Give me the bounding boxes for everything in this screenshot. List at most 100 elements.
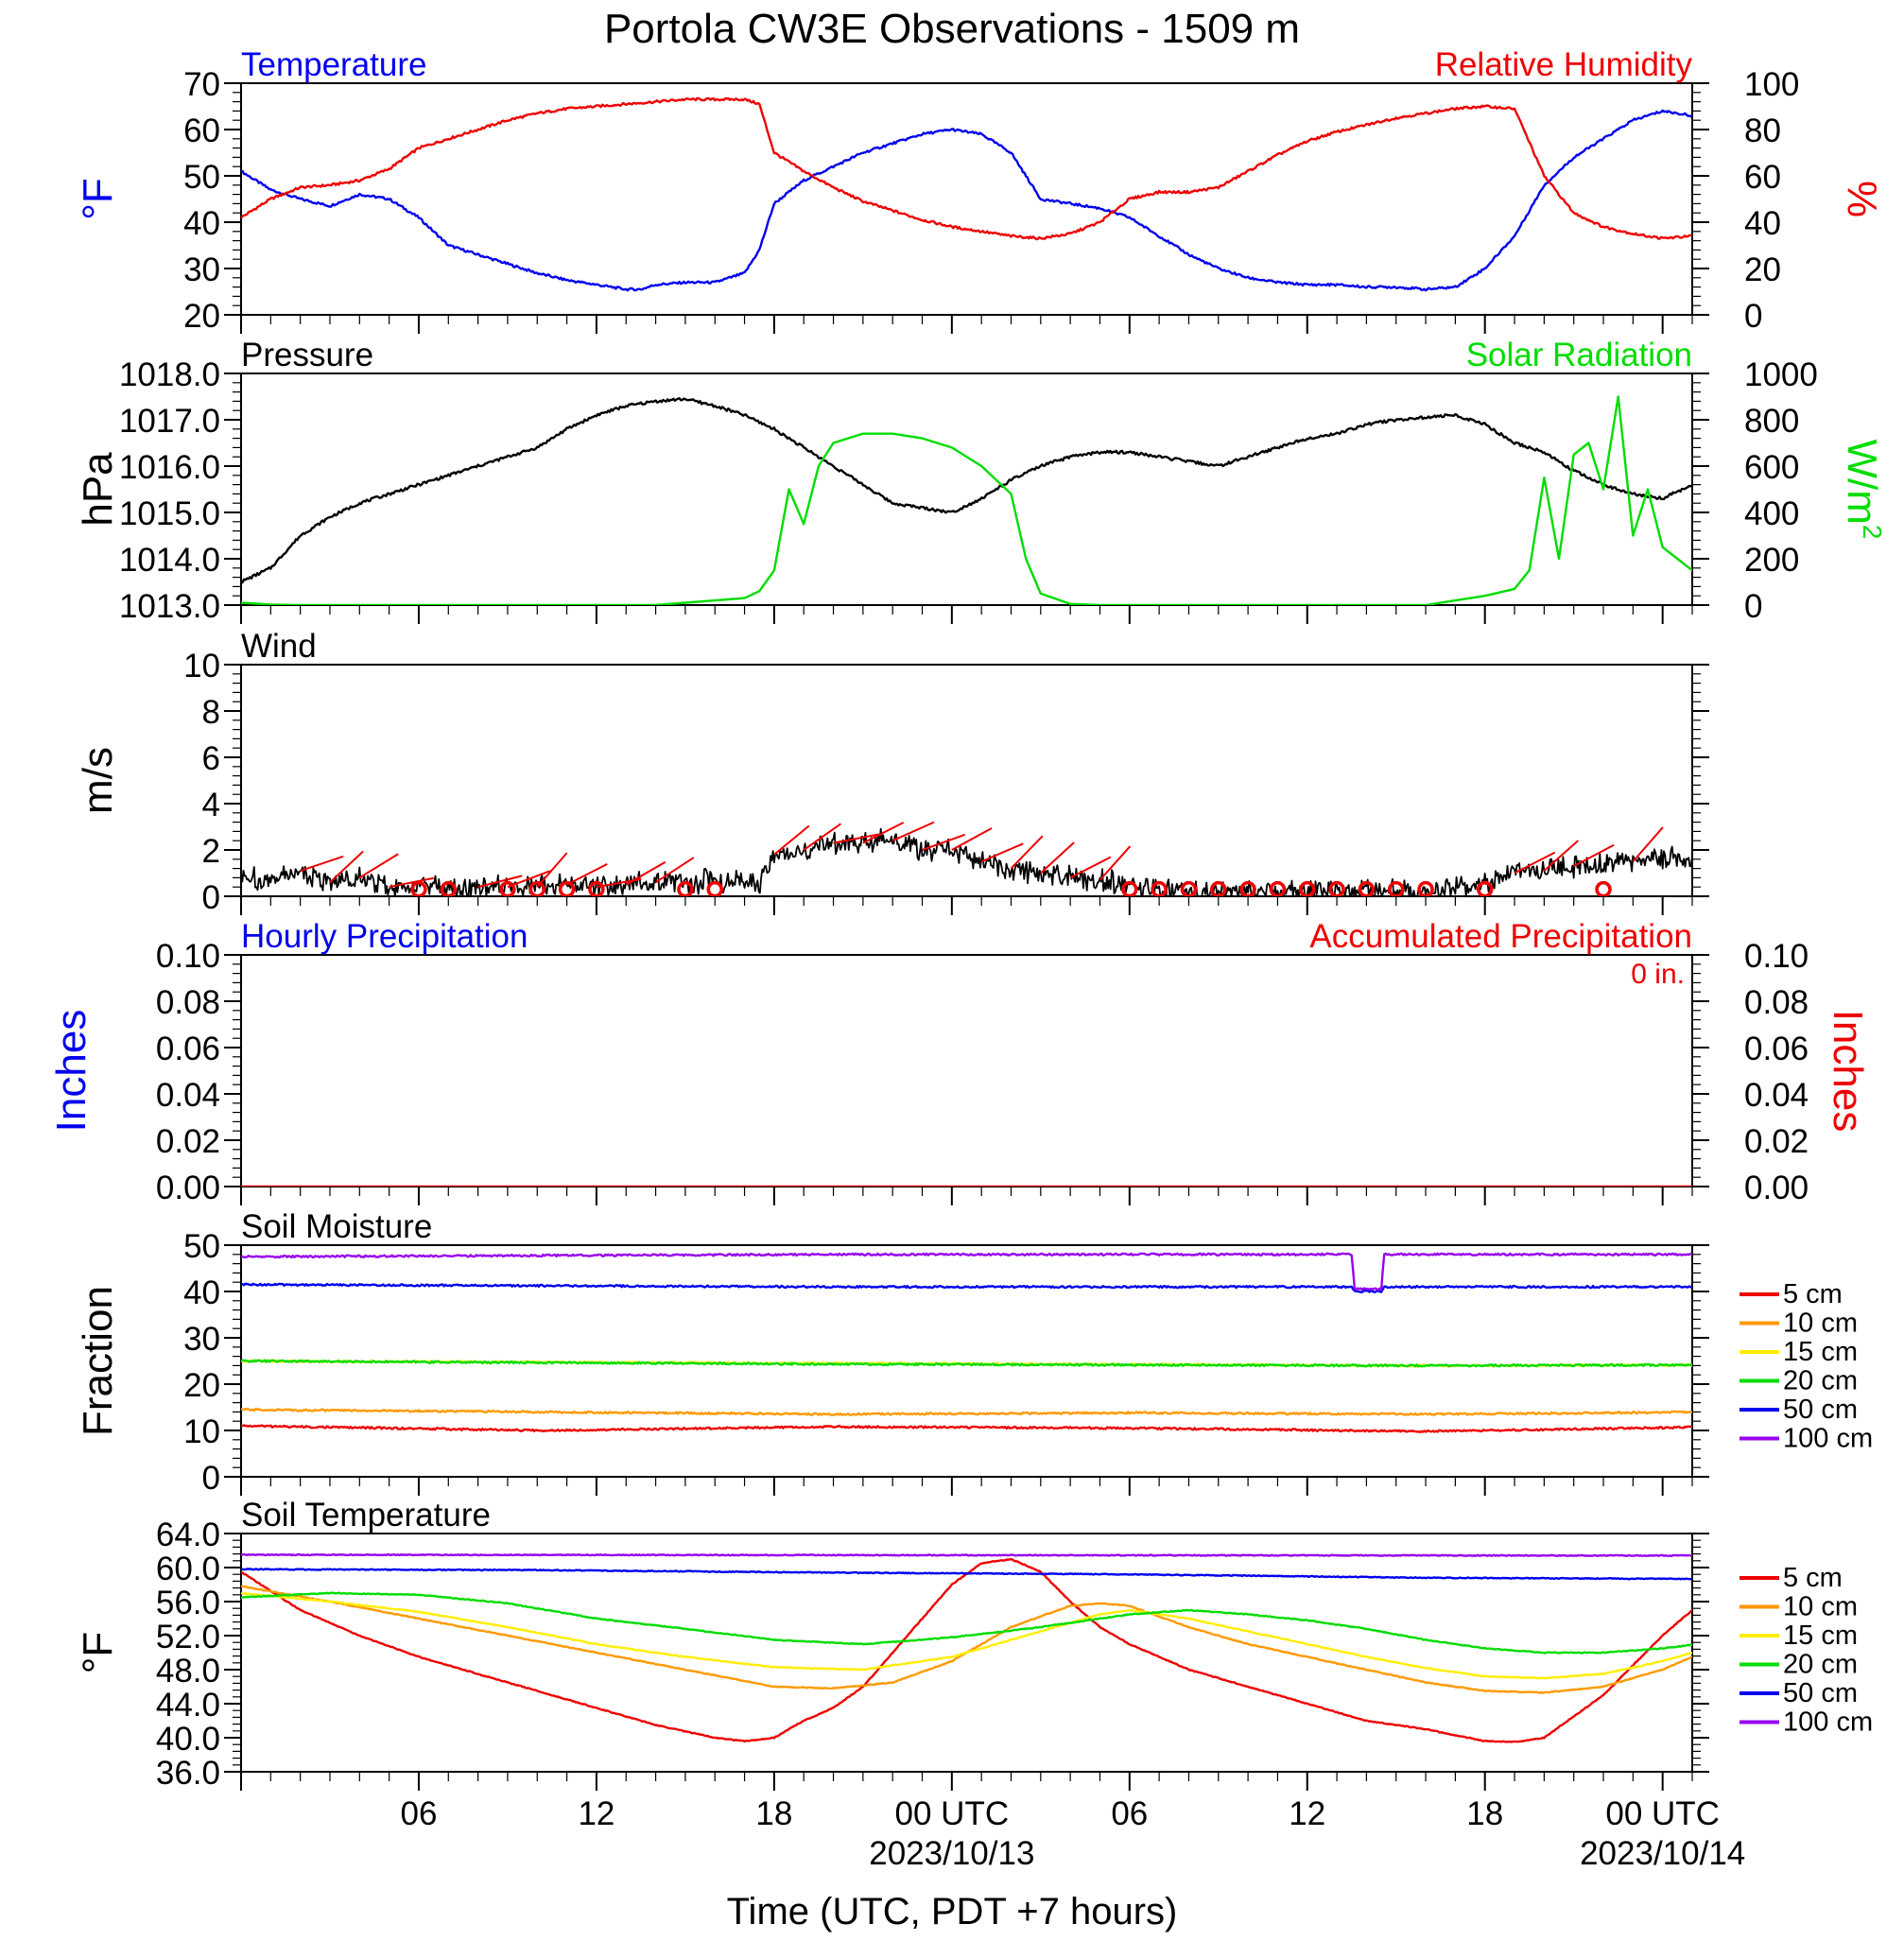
y-tick-label-right: 80: [1744, 113, 1781, 149]
y-axis-label-left: Inches: [48, 1010, 95, 1133]
y-tick-label-left: 50: [183, 159, 220, 196]
wind-barb: [300, 855, 344, 872]
legend-label: 10 cm: [1783, 1592, 1858, 1622]
y-axis-label-left: °F: [75, 178, 121, 219]
y-tick-label-right: 0.00: [1744, 1170, 1809, 1206]
panel-precipitation: 0.00 0.02 0.04 0.06 0.08 0.10 0.00 0.02 0.04 0.06…: [48, 918, 1871, 1206]
y-tick-label-right: 0.04: [1744, 1077, 1809, 1114]
y-tick-label-left: 40: [183, 1274, 220, 1311]
y-tick-label-left: 40: [183, 205, 220, 242]
wind-barb: [389, 876, 434, 889]
y-tick-label-right: 0: [1744, 298, 1762, 335]
legend-label: 50 cm: [1783, 1395, 1858, 1425]
y-tick-label-left: 40.0: [156, 1721, 220, 1758]
wind-barb: [862, 822, 905, 844]
series-line-depth_5: [241, 1424, 1692, 1433]
y-tick-label-right: 20: [1744, 251, 1781, 288]
y-tick-label-left: 52.0: [156, 1619, 220, 1655]
y-tick-label-left: 0.06: [156, 1031, 220, 1067]
calm-wind-marker: [1358, 880, 1376, 896]
legend-label: 15 cm: [1783, 1620, 1858, 1651]
calm-wind-marker: [1210, 880, 1227, 896]
calm-wind-marker: [1269, 880, 1287, 896]
calm-wind-marker: [1595, 880, 1612, 896]
x-tick-date-label: 2023/10/14: [1580, 1835, 1745, 1872]
y-tick-label-right: 200: [1744, 542, 1799, 579]
wind-barb: [891, 821, 935, 842]
y-tick-label-left: 60.0: [156, 1551, 220, 1587]
legend-label: 20 cm: [1783, 1366, 1858, 1396]
panel-soil_temperature: 36.040.044.048.052.056.060.064.0 Soil Tem…: [75, 1497, 1873, 1792]
calm-wind-marker: [1239, 880, 1256, 896]
series-line-depth_100: [241, 1252, 1692, 1291]
panel-title-right: Accumulated Precipitation: [1309, 918, 1692, 955]
plot-area: [241, 1552, 1692, 1743]
series-line-solar: [241, 395, 1692, 605]
calm-wind-marker: [1417, 880, 1434, 896]
y-tick-label-right: 800: [1744, 403, 1799, 440]
chart-title: Portola CW3E Observations - 1509 m: [604, 6, 1300, 52]
y-axis-label-right: %: [1839, 181, 1885, 217]
calm-wind-marker: [1180, 880, 1198, 896]
y-axis-label-right: Inches: [1825, 1010, 1871, 1133]
x-tick-label: 18: [1466, 1795, 1503, 1832]
x-axis-label: Time (UTC, PDT +7 hours): [727, 1891, 1178, 1932]
x-tick-label: 12: [578, 1795, 614, 1832]
wind-barb: [773, 824, 810, 856]
panel-title-right: Relative Humidity: [1435, 46, 1693, 83]
y-tick-label-left: 0.04: [156, 1077, 220, 1114]
plot-area: [241, 821, 1692, 896]
series-line-depth_10: [241, 1407, 1692, 1416]
panel-title-left: Pressure: [241, 337, 373, 373]
legend-label: 100 cm: [1783, 1424, 1873, 1454]
y-axis-label-left: °F: [75, 1632, 121, 1673]
y-tick-label-left: 10: [183, 1413, 220, 1450]
y-tick-label-left: 0.10: [156, 938, 220, 975]
panel-frame: [240, 82, 1693, 316]
y-tick-label-left: 20: [183, 298, 220, 335]
legend-label: 15 cm: [1783, 1337, 1858, 1367]
y-tick-label-right: 0.08: [1744, 984, 1809, 1021]
calm-wind-marker: [677, 880, 694, 896]
x-tick-label: 00 UTC: [895, 1795, 1010, 1832]
y-axis-label-left: hPa: [75, 452, 121, 527]
y-tick-label-left: 6: [202, 740, 220, 777]
wind-barb: [1514, 851, 1556, 875]
y-tick-label-right: 100: [1744, 66, 1799, 103]
calm-wind-marker: [706, 880, 723, 896]
calm-wind-marker: [440, 880, 458, 896]
wind-barb: [566, 862, 608, 886]
precip-total-label: 0 in.: [1631, 959, 1685, 990]
calm-wind-marker: [558, 880, 576, 896]
wind-barb: [1010, 835, 1044, 870]
wind-barb: [1632, 826, 1664, 862]
y-axis-label-right: W/m2: [1839, 440, 1887, 540]
y-tick-label-left: 4: [202, 787, 220, 823]
y-tick-label-right: 40: [1744, 205, 1781, 242]
y-tick-label-left: 0.00: [156, 1170, 220, 1206]
wind-barb: [1573, 843, 1615, 868]
calm-wind-marker: [410, 880, 427, 896]
y-tick-label-left: 20: [183, 1367, 220, 1404]
series-line-depth_20: [241, 1591, 1692, 1655]
y-tick-label-left: 30: [183, 251, 220, 288]
panel-wind: 0 2 4 6 8 10 Wind m/s: [75, 628, 1709, 916]
calm-wind-marker: [528, 880, 546, 896]
calm-wind-marker: [1151, 880, 1168, 896]
wind-barb: [625, 860, 666, 886]
y-tick-label-left: 0: [202, 1460, 220, 1497]
y-axis-label-left: m/s: [75, 747, 121, 814]
legend-label: 5 cm: [1783, 1279, 1843, 1309]
series-line-depth_5: [241, 1558, 1692, 1743]
series-line-depth_10: [241, 1585, 1692, 1694]
x-tick-label: 00 UTC: [1605, 1795, 1720, 1832]
panel-temp_rh: 20 30 40 50 60 70 0 20 40 60 80 100 Temperature Relat…: [75, 46, 1885, 335]
y-tick-label-left: 64.0: [156, 1516, 220, 1553]
y-tick-label-left: 70: [183, 66, 220, 103]
wind-barb: [833, 833, 878, 844]
x-tick-label: 18: [755, 1795, 792, 1832]
x-tick-label: 06: [400, 1795, 437, 1832]
